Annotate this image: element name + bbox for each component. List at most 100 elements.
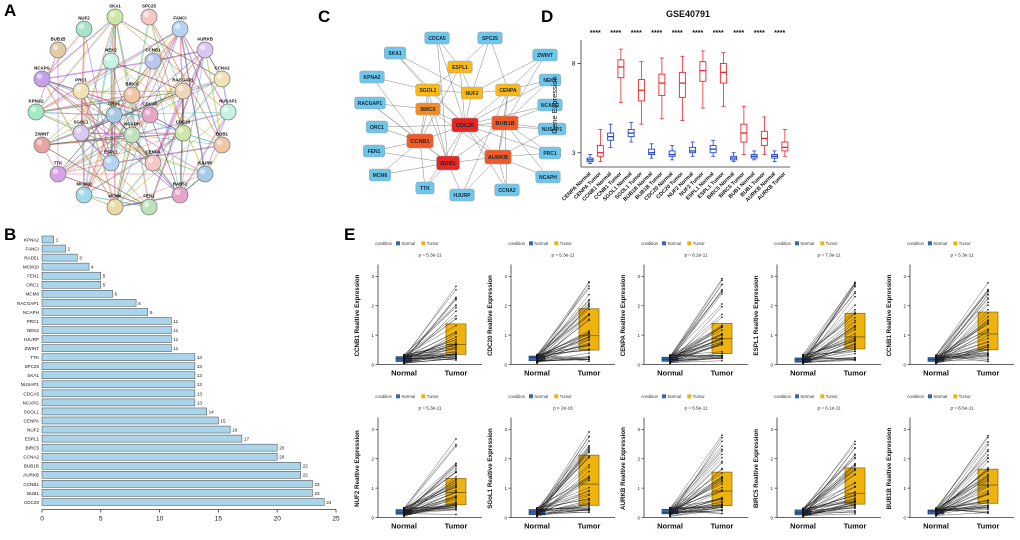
sample-dot [455,482,457,484]
sample-dot [455,464,457,466]
y-tick-label: 2 [904,457,907,462]
degree-bar [41,371,196,379]
protein-node [27,103,45,121]
panel-label-e: E [344,225,356,244]
pair-line [536,299,590,357]
sample-dot [536,516,538,518]
network-edge [464,124,551,154]
sample-dot [854,337,856,340]
protein-node-label: AURKB [197,37,213,42]
sample-dot [854,295,856,298]
box [617,59,625,79]
pair-line [669,509,723,517]
sample-dot [455,359,457,361]
significance-stars: **** [713,30,724,37]
legend-swatch [421,241,426,246]
protein-node-label: ESPL1 [104,150,118,155]
pair-line [802,447,856,516]
pair-line [669,339,723,360]
degree-bar [41,425,231,434]
pair-line [536,359,590,362]
gene-label: BUB1 [27,491,39,496]
pair-line [802,492,856,514]
gene-node [537,98,563,112]
pair-line [403,343,457,356]
pair-line [536,511,590,516]
protein-node-label: CCNA2 [214,66,230,71]
sample-dot [403,360,405,362]
network-edge [419,140,426,189]
sample-dot [987,470,989,472]
p-value: p = 7.3e-11 [817,253,840,258]
p-value: p = 6.1e-11 [817,406,840,411]
sample-dot [455,346,457,349]
x-tick-label: Tumor [445,522,468,531]
gene-node [368,168,391,182]
sample-dot [588,298,590,301]
sample-dot [987,467,989,469]
x-tick-label: Normal [524,522,550,531]
pair-line [536,450,590,516]
sample-dot [455,506,457,509]
degree-bar [41,398,196,407]
pair-line [536,471,590,516]
sample-dot [854,316,856,319]
pair-line [403,289,457,358]
gene-node [539,73,562,87]
pair-line [669,314,723,361]
legend-swatch [795,241,799,246]
bar-value: 3 [79,256,82,261]
ppi-edge [114,173,206,208]
bar-value: 5 [103,274,106,279]
y-tick-label: 0 [904,515,907,520]
paired-expression-plot: CCNB1 Realtive Expression condition Normal… [354,241,482,378]
sample-dot [588,455,590,457]
paired-expression-plot: BUB1B Realtive Expression condition Normal… [886,394,1014,531]
sample-dot [588,497,590,500]
ppi-edge [131,94,154,164]
ppi-edge [110,60,133,136]
ppi-edge [80,90,116,208]
degree-bar [41,353,196,361]
y-axis-label: CDC20 Realtive Expression [487,275,494,356]
sample-dot [802,511,804,514]
bar-value: 6 [115,292,118,297]
legend-title: condition [375,394,392,399]
sample-dot [721,350,723,353]
ppi-edge [35,94,133,113]
node-highlight [199,44,206,51]
sample-dot [536,509,538,511]
sample-dot [854,319,856,322]
pair-line [935,490,989,512]
x-tick-label: Tumor [977,369,1000,378]
pair-line [935,298,989,360]
pair-line [403,347,457,362]
pair-line [669,306,723,364]
sample-dot [987,510,989,513]
sample-dot [588,440,590,442]
y-tick-label: 2 [638,304,641,309]
gene-node-label: NUSAP1 [542,127,563,133]
sample-dot [588,333,590,336]
legend-label: Normal [934,241,948,246]
sample-dot [802,357,804,360]
ppi-edge [149,114,181,196]
sample-dot [588,352,590,354]
sample-dot [403,353,405,356]
network-edge [464,79,551,126]
node-highlight [199,168,206,175]
x-tick-label: Tumor [711,369,734,378]
bar-value: 5 [103,283,106,288]
protein-node [174,124,192,142]
degree-bar [41,290,113,298]
sample-dot [987,460,989,463]
pair-line [802,313,856,360]
sample-dot [721,477,723,480]
gene-label: ORC1 [26,283,39,288]
pair-line [935,479,989,509]
panel-label-d: D [541,7,554,26]
sample-dot [854,282,856,285]
sample-dot [588,490,590,492]
pair-line [935,341,989,359]
ppi-edge [131,111,229,136]
